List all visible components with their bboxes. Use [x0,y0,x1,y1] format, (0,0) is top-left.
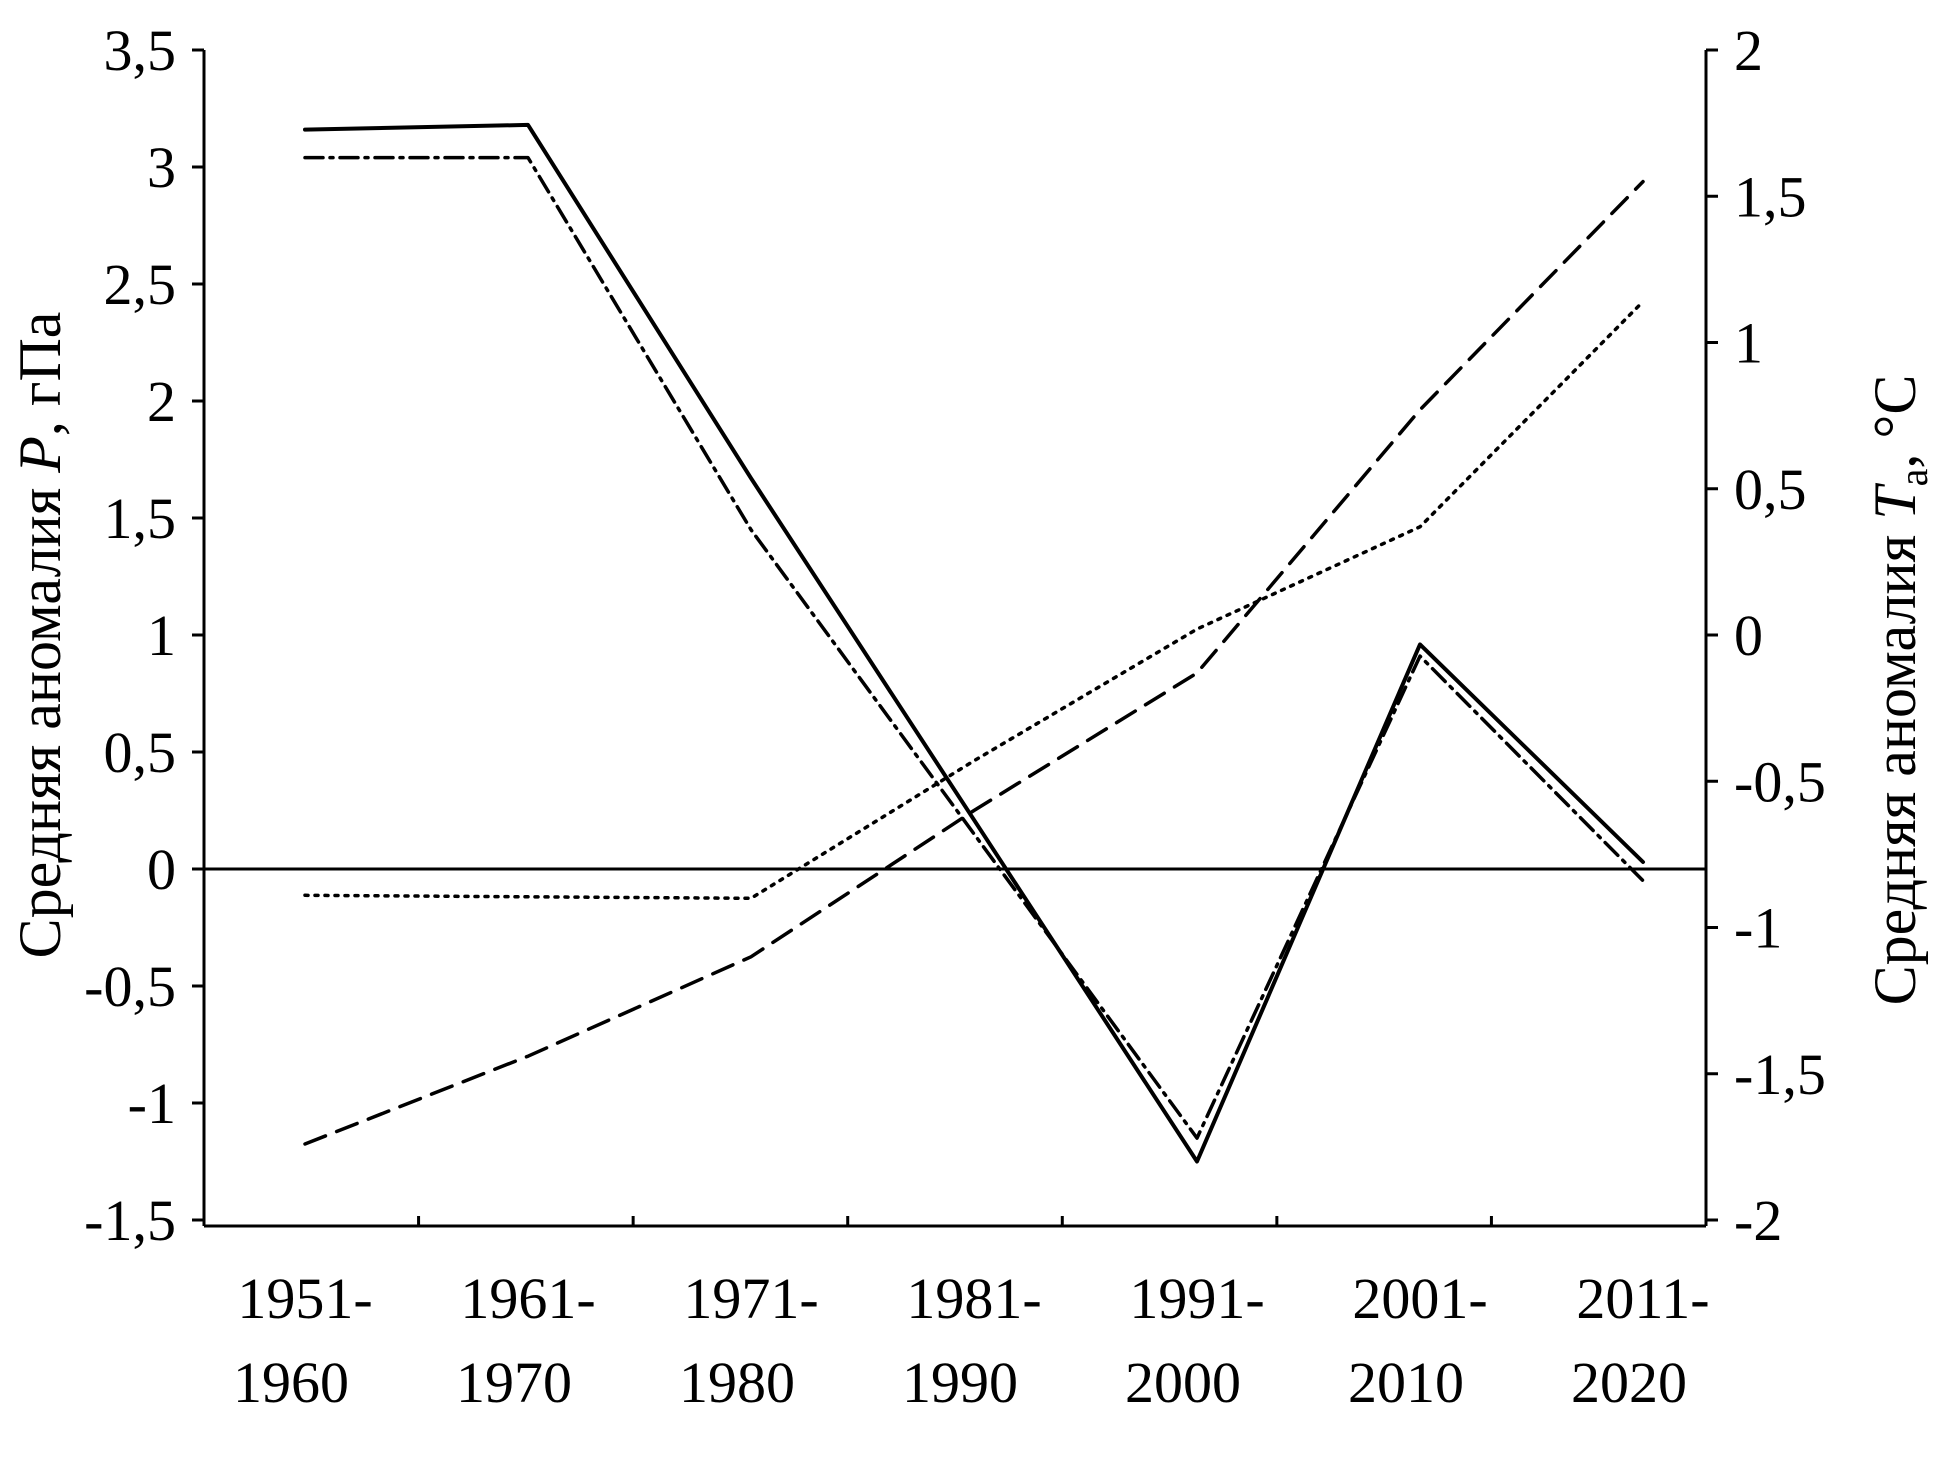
right-tick-label: 2 [1734,18,1763,83]
left-tick-label: 0,5 [104,720,177,785]
x-category-label-line1: 2011- [1576,1266,1709,1331]
left-tick-label: 2,5 [104,252,177,317]
left-tick-label: 2 [147,369,176,434]
left-tick-label: 0 [147,837,176,902]
right-tick-label: -2 [1734,1188,1782,1253]
labels: -1,5 -1 -0,5 0 0,5 1 1,5 2 2,5 3 3,5 -2 -1,5 -1 -0,5 0 0… [7,18,1936,1415]
x-category-label-line1: 1971- [683,1266,818,1331]
left-tick-label: 1 [147,603,176,668]
left-tick-label: -1 [128,1071,176,1136]
left-tick-label: -0,5 [84,954,176,1019]
series-line-dotted [303,299,1645,901]
left-axis-title: Средняя аномалия P, гПа [7,312,73,959]
right-tick-label: -1,5 [1734,1042,1826,1107]
right-tick-label: 0,5 [1734,457,1807,522]
x-category-label-line2: 1960 [233,1350,349,1415]
axes [202,50,1708,1228]
right-tick-label: 1 [1734,311,1763,376]
x-category-label-line2: 2020 [1571,1350,1687,1415]
right-tick-label: 1,5 [1734,164,1807,229]
x-category-label-line2: 2010 [1348,1350,1464,1415]
left-tick-label: -1,5 [84,1188,176,1253]
x-category-label-line2: 1970 [456,1350,572,1415]
x-category-label-line1: 2001- [1352,1266,1487,1331]
series-lines [303,122,1645,1164]
series-line-solid [303,122,1645,1164]
x-category-label-line1: 1981- [906,1266,1041,1331]
left-tick-label: 3,5 [104,18,177,83]
right-tick-label: -0,5 [1734,749,1826,814]
series-line-dashdot [303,155,1645,1140]
ticks [192,48,1718,1226]
left-tick-label: 1,5 [104,486,177,551]
x-category-label-line1: 1991- [1129,1266,1264,1331]
series-line-dashed [303,179,1645,1146]
right-tick-label: 0 [1734,603,1763,668]
left-tick-label: 3 [147,135,176,200]
right-axis-title: Средняя аномалия Ta, °С [1862,375,1936,1006]
x-category-label-line1: 1961- [460,1266,595,1331]
x-category-label-line2: 2000 [1125,1350,1241,1415]
x-category-label-line1: 1951- [237,1266,372,1331]
right-tick-label: -1 [1734,896,1782,961]
x-category-label-line2: 1990 [902,1350,1018,1415]
x-category-label-line2: 1980 [679,1350,795,1415]
